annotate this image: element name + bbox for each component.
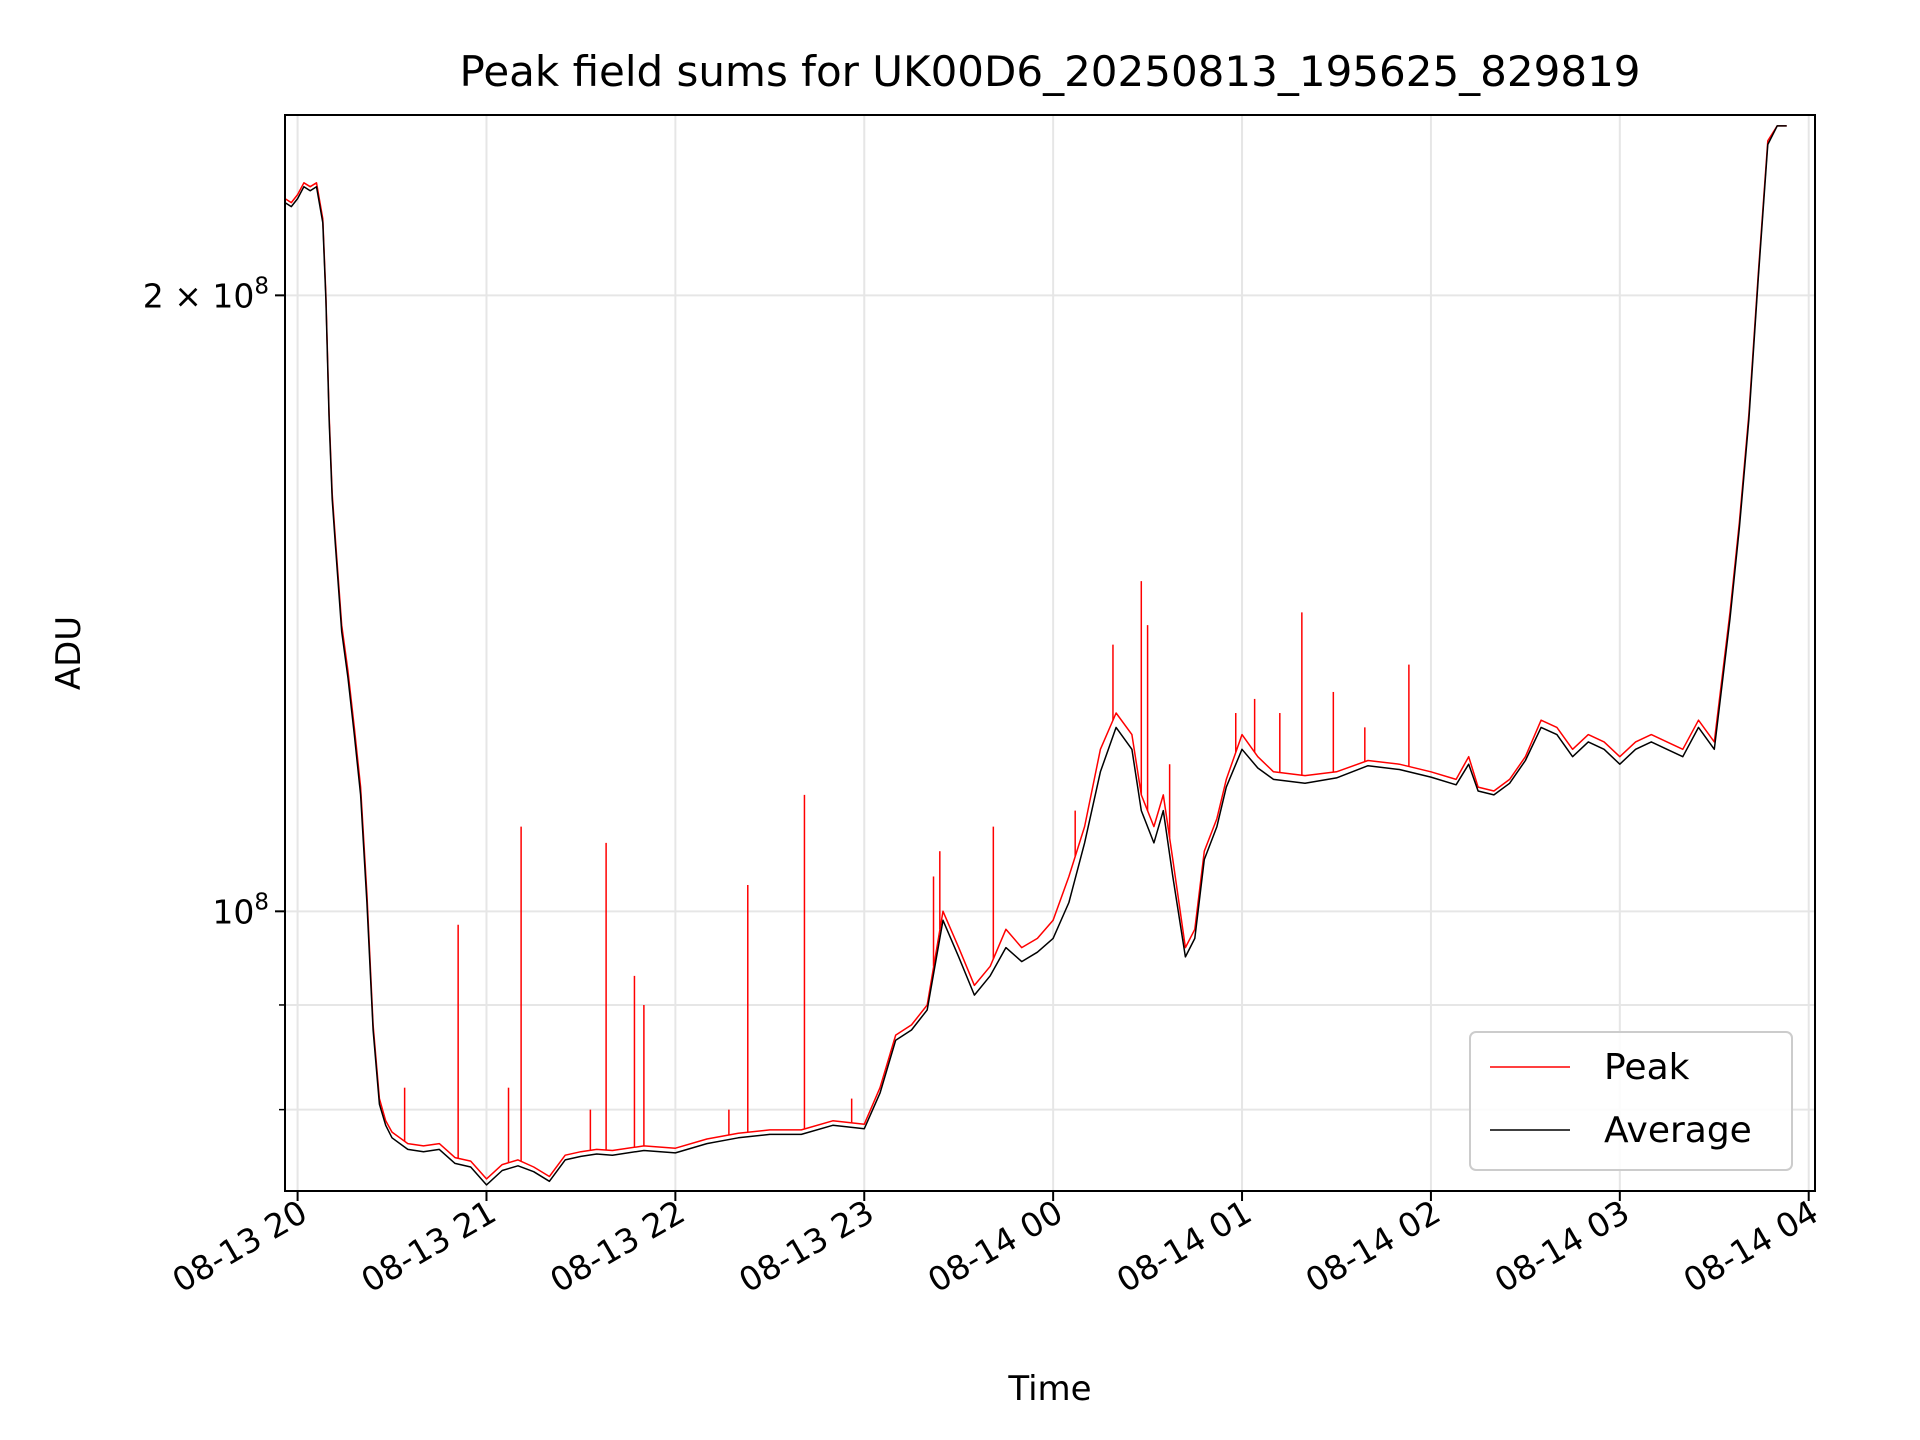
x-axis-label: Time — [1007, 1369, 1091, 1409]
y-tick-label: 108 — [212, 889, 269, 931]
legend-average-label: Average — [1604, 1110, 1752, 1151]
y-tick-label: 2 × 108 — [143, 273, 269, 315]
average-series-line — [285, 125, 1787, 1186]
y-axis-label: ADU — [49, 616, 89, 690]
axes-frame — [284, 114, 1816, 1192]
chart-title: Peak field sums for UK00D6_20250813_1956… — [459, 47, 1640, 96]
legend: Peak Average — [1469, 1031, 1793, 1171]
legend-peak-label: Peak — [1604, 1047, 1690, 1088]
plot-area — [285, 125, 1787, 1186]
y-axis: 2 × 108 108 — [143, 273, 285, 1111]
grid — [285, 115, 1815, 1191]
